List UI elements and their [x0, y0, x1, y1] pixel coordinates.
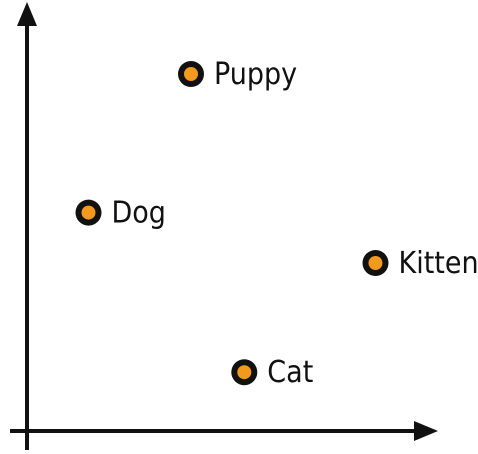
data-point-kitten: Kitten: [362, 246, 478, 281]
point-label: Kitten: [399, 246, 478, 281]
x-axis-arrowhead: [414, 421, 438, 441]
data-point-cat: Cat: [231, 355, 313, 390]
point-marker-fill: [81, 205, 96, 220]
point-marker-fill: [368, 256, 383, 270]
point-marker-fill: [237, 365, 252, 380]
data-points: Puppy Dog Kitten Cat: [75, 57, 478, 390]
point-label: Dog: [112, 196, 166, 231]
data-point-puppy: Puppy: [178, 57, 297, 92]
axes: [10, 2, 438, 450]
point-label: Puppy: [214, 57, 297, 92]
y-axis-arrowhead: [17, 2, 37, 26]
point-marker-fill: [184, 67, 198, 81]
point-label: Cat: [267, 355, 313, 390]
data-point-dog: Dog: [75, 196, 166, 231]
